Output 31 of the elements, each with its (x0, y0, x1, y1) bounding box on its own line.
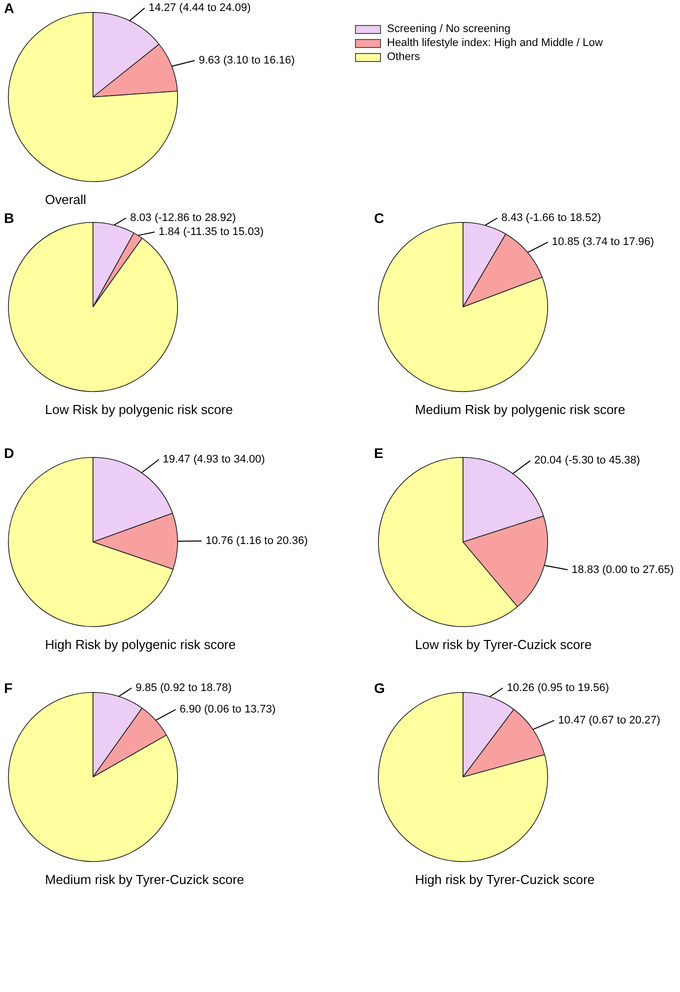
text: High risk by Tyrer-Cuzick score (415, 872, 595, 887)
text: Medium Risk by polygenic risk score (415, 402, 626, 417)
data-label: 9.63 (3.10 to 16.16) (198, 54, 295, 66)
data-label: 10.47 (0.67 to 20.27) (558, 714, 660, 726)
legend-label: Others (387, 51, 420, 63)
legend-label: Health lifestyle index: High and Middle / Low (387, 37, 603, 49)
text: Medium risk by Tyrer-Cuzick score (45, 872, 244, 887)
chart-title: F (4, 680, 13, 696)
text: High Risk by polygenic risk score (45, 637, 236, 652)
data-label: 8.43 (-1.66 to 18.52) (501, 212, 602, 224)
data-label: 10.26 (0.95 to 19.56) (506, 682, 610, 694)
data-label: 6.90 (0.06 to 13.73) (180, 704, 276, 716)
data-label: 10.85 (3.74 to 17.96) (552, 236, 654, 248)
data-label: 8.03 (-12.86 to 28.92) (130, 212, 236, 224)
chart-title: C (374, 210, 384, 226)
data-label: 20.04 (-5.30 to 45.38) (534, 454, 640, 467)
legend-label: Screening / No screening (387, 23, 511, 35)
data-label: 9.85 (0.92 to 18.78) (136, 682, 232, 694)
data-label: 1.84 (-11.35 to 15.03) (158, 226, 264, 238)
chart-title: D (4, 445, 14, 461)
data-label: 10.76 (1.16 to 20.36) (206, 535, 308, 548)
data-label: 18.83 (0.00 to 27.65) (572, 564, 674, 576)
data-label: 19.47 (4.93 to 34.00) (162, 454, 265, 466)
text: Low risk by Tyrer-Cuzick score (415, 637, 592, 652)
chart-title: E (374, 445, 384, 461)
chart-title: B (4, 210, 14, 226)
data-label: 14.27 (4.44 to 24.09) (148, 2, 251, 14)
text: Overall (45, 192, 86, 207)
chart-title: G (374, 680, 385, 696)
chart-title: A (4, 0, 14, 16)
text: Low Risk by polygenic risk score (45, 402, 233, 417)
